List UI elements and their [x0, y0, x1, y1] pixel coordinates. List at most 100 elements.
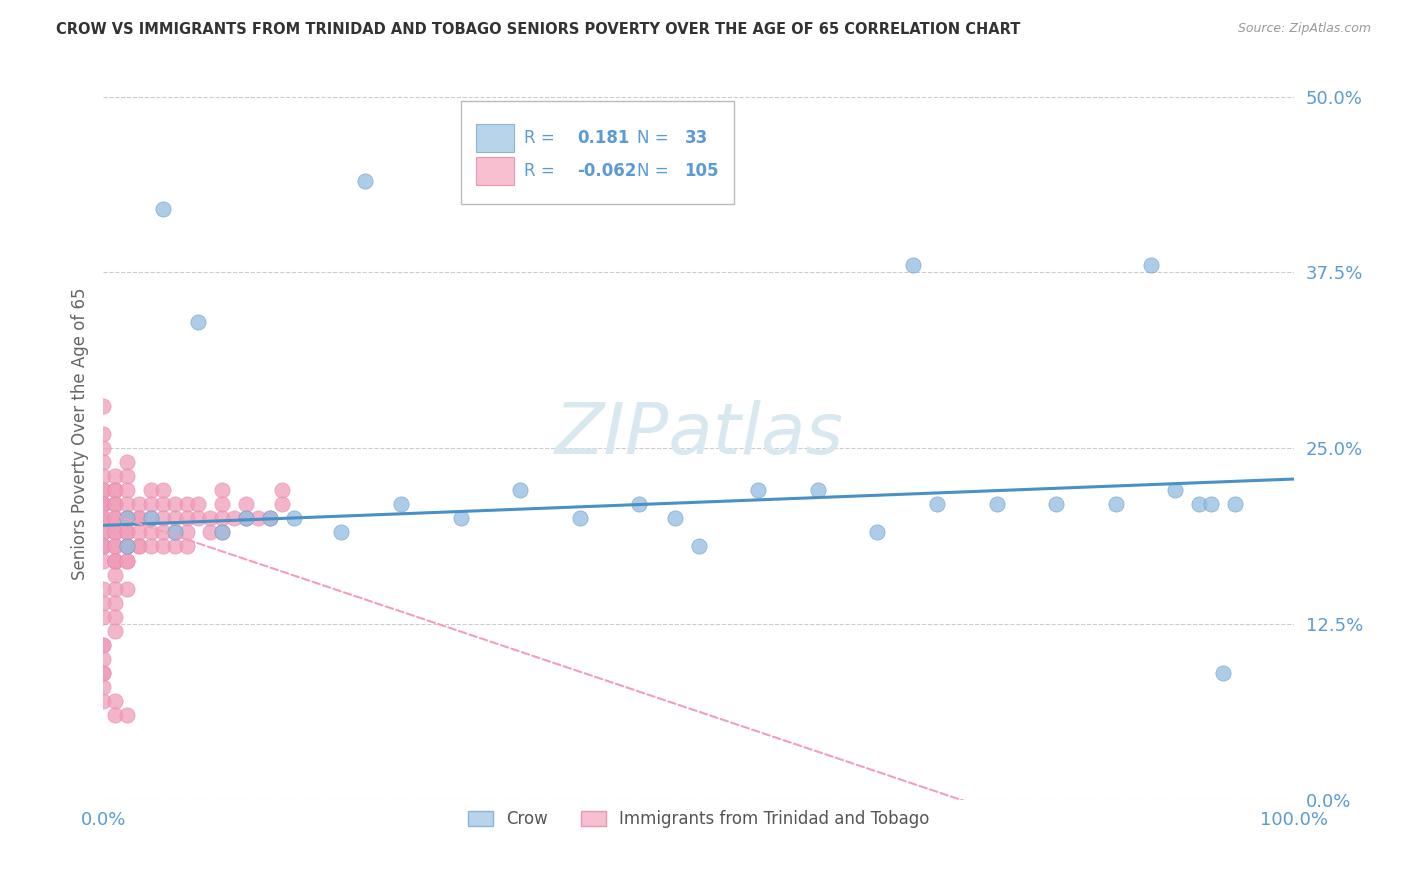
Point [139, 511, 162, 525]
Point [450, 511, 472, 525]
Point [128, 511, 150, 525]
Point [91, 511, 114, 525]
Point [259, 511, 281, 525]
Point [115, 455, 138, 469]
Point [354, 174, 377, 188]
Point [91, 483, 114, 498]
Point [104, 609, 127, 624]
Point [115, 553, 138, 567]
Point [115, 511, 138, 525]
Point [1223, 497, 1246, 511]
Point [91, 399, 114, 413]
Point [235, 497, 257, 511]
Point [91, 665, 114, 680]
Point [270, 483, 292, 498]
Point [200, 525, 222, 540]
Point [104, 553, 127, 567]
Point [115, 540, 138, 554]
Point [1105, 497, 1128, 511]
Point [91, 427, 114, 442]
Point [91, 455, 114, 469]
Point [1045, 497, 1067, 511]
Point [91, 540, 114, 554]
Point [104, 511, 127, 525]
Point [115, 540, 138, 554]
Point [91, 469, 114, 483]
Point [91, 511, 114, 525]
Point [246, 511, 269, 525]
Point [91, 694, 114, 708]
Point [152, 202, 174, 216]
Y-axis label: Seniors Poverty Over the Age of 65: Seniors Poverty Over the Age of 65 [72, 288, 89, 581]
Point [104, 469, 127, 483]
Point [115, 483, 138, 498]
Point [91, 483, 114, 498]
Text: N =: N = [637, 129, 668, 147]
Point [91, 609, 114, 624]
Point [211, 511, 233, 525]
Point [211, 483, 233, 498]
Point [104, 525, 127, 540]
Point [152, 525, 174, 540]
Point [152, 497, 174, 511]
Point [866, 525, 889, 540]
Point [176, 540, 198, 554]
Point [104, 540, 127, 554]
Point [104, 483, 127, 498]
Point [91, 680, 114, 694]
Point [901, 258, 924, 272]
Point [115, 469, 138, 483]
Point [91, 525, 114, 540]
Point [91, 582, 114, 596]
Point [91, 497, 114, 511]
Point [139, 483, 162, 498]
Point [139, 540, 162, 554]
Point [104, 596, 127, 610]
Point [283, 511, 305, 525]
Point [128, 540, 150, 554]
Point [211, 525, 233, 540]
Point [270, 497, 292, 511]
Point [139, 497, 162, 511]
FancyBboxPatch shape [477, 157, 515, 186]
Point [187, 497, 209, 511]
Point [104, 540, 127, 554]
Point [91, 540, 114, 554]
Point [128, 525, 150, 540]
Point [211, 497, 233, 511]
Point [163, 525, 186, 540]
Text: 105: 105 [685, 161, 718, 180]
Point [104, 497, 127, 511]
Text: 0.181: 0.181 [578, 129, 630, 147]
Point [152, 511, 174, 525]
Point [187, 314, 209, 328]
Point [1199, 497, 1222, 511]
Point [91, 638, 114, 652]
Point [91, 511, 114, 525]
Point [91, 652, 114, 666]
Point [688, 540, 710, 554]
Point [163, 497, 186, 511]
Point [163, 540, 186, 554]
Point [1212, 665, 1234, 680]
Point [509, 483, 531, 498]
Point [187, 511, 209, 525]
Point [664, 511, 686, 525]
Point [115, 540, 138, 554]
Point [91, 596, 114, 610]
Point [91, 525, 114, 540]
Point [1140, 258, 1163, 272]
Point [104, 553, 127, 567]
Point [104, 483, 127, 498]
Point [91, 497, 114, 511]
Point [115, 582, 138, 596]
Point [152, 483, 174, 498]
Point [176, 525, 198, 540]
Point [925, 497, 948, 511]
Point [104, 582, 127, 596]
Point [235, 511, 257, 525]
Point [139, 525, 162, 540]
Point [128, 540, 150, 554]
Point [235, 511, 257, 525]
Point [152, 540, 174, 554]
